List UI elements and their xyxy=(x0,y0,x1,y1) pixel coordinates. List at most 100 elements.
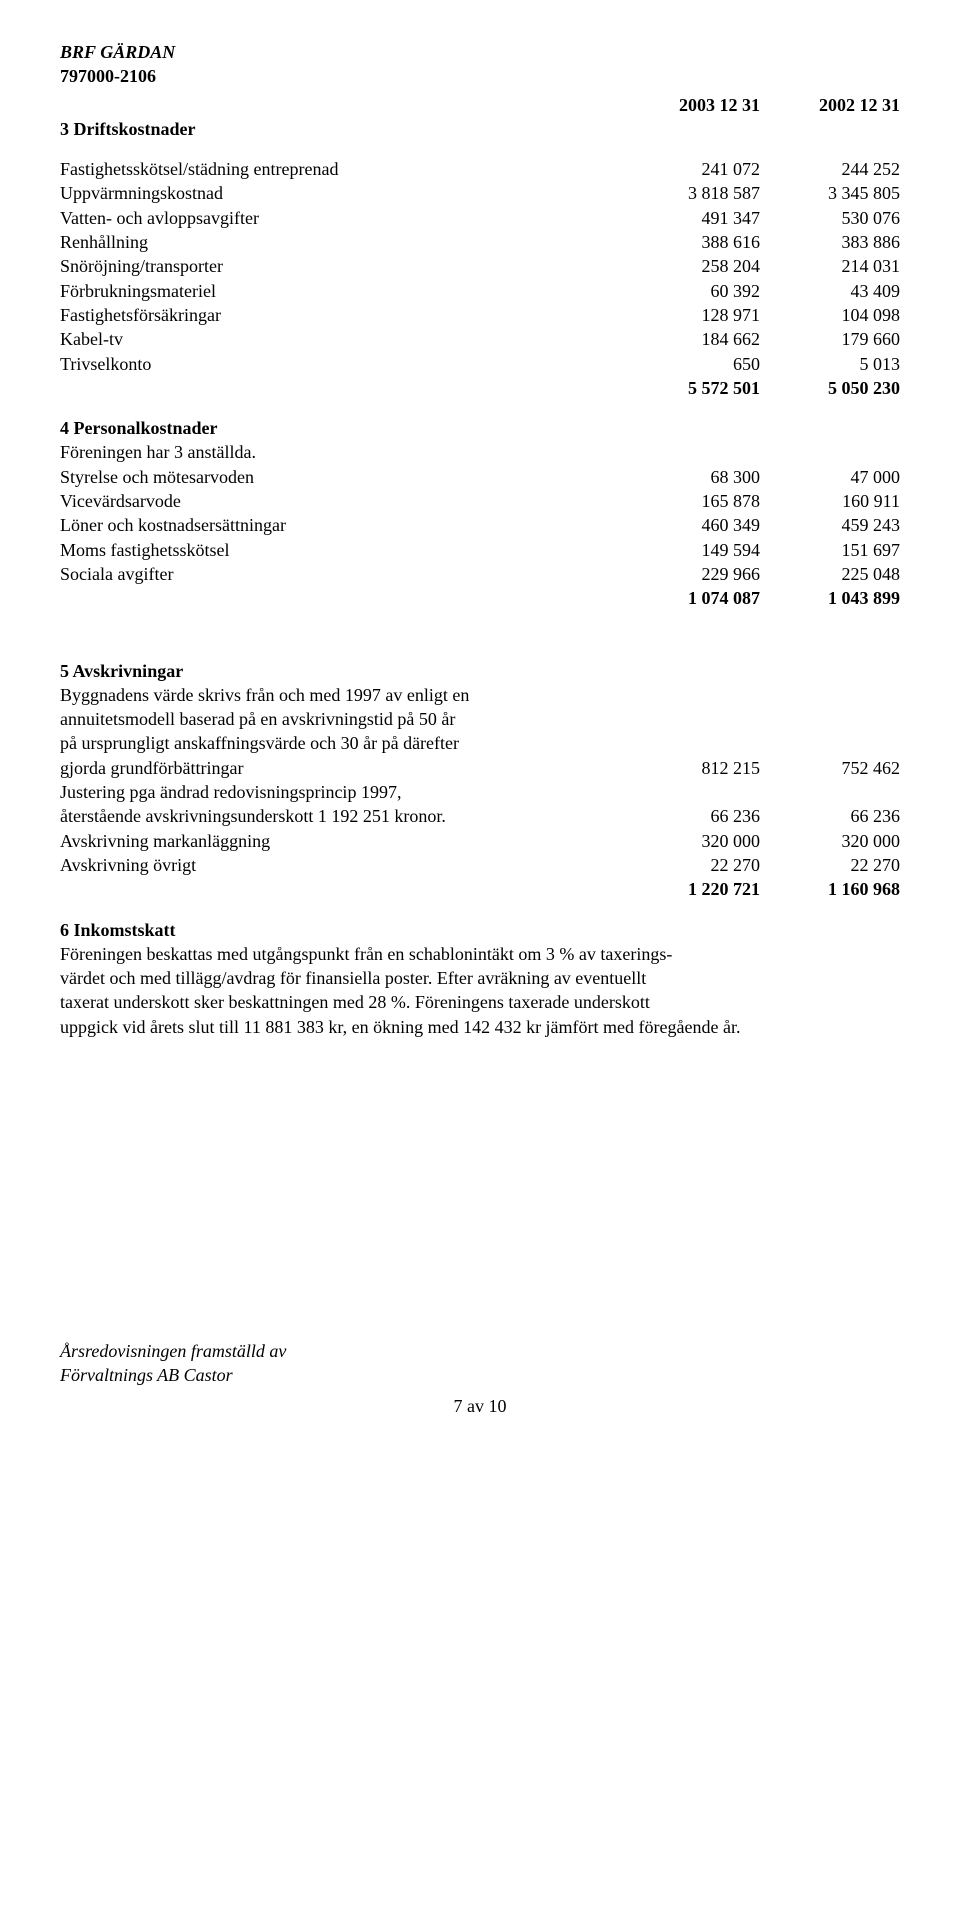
row-value-b: 214 031 xyxy=(760,254,900,278)
sec5-just-line: Justering pga ändrad redovisningsprincip… xyxy=(60,780,900,804)
row-label: Avskrivning markanläggning xyxy=(60,829,620,853)
row-b: 752 462 xyxy=(760,756,900,780)
row-value-a: 184 662 xyxy=(620,327,760,351)
row-value-a: 388 616 xyxy=(620,230,760,254)
table-row: Fastighetsskötsel/städning entreprenad24… xyxy=(60,157,900,181)
row-value-a: 60 392 xyxy=(620,279,760,303)
table-row: Löner och kostnadsersättningar460 349459… xyxy=(60,513,900,537)
footer-line-2: Förvaltnings AB Castor xyxy=(60,1363,900,1387)
spacer xyxy=(60,376,620,400)
section-3-title: 3 Driftskostnader xyxy=(60,117,900,141)
table-row: Fastighetsförsäkringar128 971104 098 xyxy=(60,303,900,327)
spacer xyxy=(60,93,620,117)
row-label: Vatten- och avloppsavgifter xyxy=(60,206,620,230)
table-row: Trivselkonto6505 013 xyxy=(60,352,900,376)
row-value-b: 43 409 xyxy=(760,279,900,303)
row-label: Snöröjning/transporter xyxy=(60,254,620,278)
row-value-b: 47 000 xyxy=(760,465,900,489)
total-a: 5 572 501 xyxy=(620,376,760,400)
total-b: 1 160 968 xyxy=(760,877,900,901)
row-value-b: 179 660 xyxy=(760,327,900,351)
section-4-total: 1 074 087 1 043 899 xyxy=(60,586,900,610)
table-row: Moms fastighetsskötsel149 594151 697 xyxy=(60,538,900,562)
row-label: Fastighetsskötsel/städning entreprenad xyxy=(60,157,620,181)
section-5-total: 1 220 721 1 160 968 xyxy=(60,877,900,901)
row-value-b: 151 697 xyxy=(760,538,900,562)
section-4-title: 4 Personalkostnader xyxy=(60,416,900,440)
row-label: Trivselkonto xyxy=(60,352,620,376)
row-value-b: 160 911 xyxy=(760,489,900,513)
total-b: 5 050 230 xyxy=(760,376,900,400)
col-year-b: 2002 12 31 xyxy=(760,93,900,117)
row-b: 320 000 xyxy=(760,829,900,853)
section-4-table: Styrelse och mötesarvoden68 30047 000Vic… xyxy=(60,465,900,586)
row-value-a: 149 594 xyxy=(620,538,760,562)
col-year-a: 2003 12 31 xyxy=(620,93,760,117)
section-3-table: Fastighetsskötsel/städning entreprenad24… xyxy=(60,157,900,376)
sec5-row-grund: gjorda grundförbättringar 812 215 752 46… xyxy=(60,756,900,780)
spacer xyxy=(60,586,620,610)
doc-header: BRF GÄRDAN 797000-2106 xyxy=(60,40,900,89)
sec5-row-mark: Avskrivning markanläggning 320 000 320 0… xyxy=(60,829,900,853)
row-label: Uppvärmningskostnad xyxy=(60,181,620,205)
row-value-a: 241 072 xyxy=(620,157,760,181)
section-6-title: 6 Inkomstskatt xyxy=(60,918,900,942)
row-value-a: 229 966 xyxy=(620,562,760,586)
row-label: Sociala avgifter xyxy=(60,562,620,586)
year-header-row: 2003 12 31 2002 12 31 xyxy=(60,93,900,117)
row-value-a: 258 204 xyxy=(620,254,760,278)
row-a: 22 270 xyxy=(620,853,760,877)
table-row: Renhållning388 616383 886 xyxy=(60,230,900,254)
row-value-a: 650 xyxy=(620,352,760,376)
row-label: Fastighetsförsäkringar xyxy=(60,303,620,327)
table-row: Vicevärdsarvode165 878160 911 xyxy=(60,489,900,513)
row-value-b: 244 252 xyxy=(760,157,900,181)
section-4-note: Föreningen har 3 anställda. xyxy=(60,440,900,464)
row-label: gjorda grundförbättringar xyxy=(60,756,620,780)
sec5-intro-1: annuitetsmodell baserad på en avskrivnin… xyxy=(60,707,900,731)
row-label: Moms fastighetsskötsel xyxy=(60,538,620,562)
row-a: 812 215 xyxy=(620,756,760,780)
row-value-b: 530 076 xyxy=(760,206,900,230)
page-footer: Årsredovisningen framställd av Förvaltni… xyxy=(60,1339,900,1418)
total-a: 1 220 721 xyxy=(620,877,760,901)
row-value-b: 225 048 xyxy=(760,562,900,586)
sec6-line-2: taxerat underskott sker beskattningen me… xyxy=(60,990,900,1014)
row-value-b: 3 345 805 xyxy=(760,181,900,205)
total-a: 1 074 087 xyxy=(620,586,760,610)
sec5-intro-0: Byggnadens värde skrivs från och med 199… xyxy=(60,683,900,707)
row-label: återstående avskrivningsunderskott 1 192… xyxy=(60,804,620,828)
row-label: Vicevärdsarvode xyxy=(60,489,620,513)
sec5-intro-2: på ursprungligt anskaffningsvärde och 30… xyxy=(60,731,900,755)
row-label: Styrelse och mötesarvoden xyxy=(60,465,620,489)
table-row: Sociala avgifter229 966225 048 xyxy=(60,562,900,586)
row-value-a: 68 300 xyxy=(620,465,760,489)
table-row: Snöröjning/transporter258 204214 031 xyxy=(60,254,900,278)
row-label: Löner och kostnadsersättningar xyxy=(60,513,620,537)
row-value-a: 460 349 xyxy=(620,513,760,537)
table-row: Styrelse och mötesarvoden68 30047 000 xyxy=(60,465,900,489)
spacer xyxy=(60,877,620,901)
row-value-a: 3 818 587 xyxy=(620,181,760,205)
row-value-a: 128 971 xyxy=(620,303,760,327)
sec5-row-ovrigt: Avskrivning övrigt 22 270 22 270 xyxy=(60,853,900,877)
org-number: 797000-2106 xyxy=(60,64,900,88)
row-a: 320 000 xyxy=(620,829,760,853)
row-value-a: 491 347 xyxy=(620,206,760,230)
total-b: 1 043 899 xyxy=(760,586,900,610)
sec6-line-3: uppgick vid årets slut till 11 881 383 k… xyxy=(60,1015,900,1039)
row-value-b: 5 013 xyxy=(760,352,900,376)
row-value-b: 104 098 xyxy=(760,303,900,327)
row-label: Renhållning xyxy=(60,230,620,254)
footer-line-1: Årsredovisningen framställd av xyxy=(60,1339,900,1363)
sec5-row-ater: återstående avskrivningsunderskott 1 192… xyxy=(60,804,900,828)
table-row: Vatten- och avloppsavgifter491 347530 07… xyxy=(60,206,900,230)
row-value-b: 459 243 xyxy=(760,513,900,537)
row-a: 66 236 xyxy=(620,804,760,828)
org-title: BRF GÄRDAN xyxy=(60,40,900,64)
table-row: Uppvärmningskostnad3 818 5873 345 805 xyxy=(60,181,900,205)
row-value-a: 165 878 xyxy=(620,489,760,513)
table-row: Förbrukningsmateriel60 39243 409 xyxy=(60,279,900,303)
row-label: Avskrivning övrigt xyxy=(60,853,620,877)
row-label: Kabel-tv xyxy=(60,327,620,351)
